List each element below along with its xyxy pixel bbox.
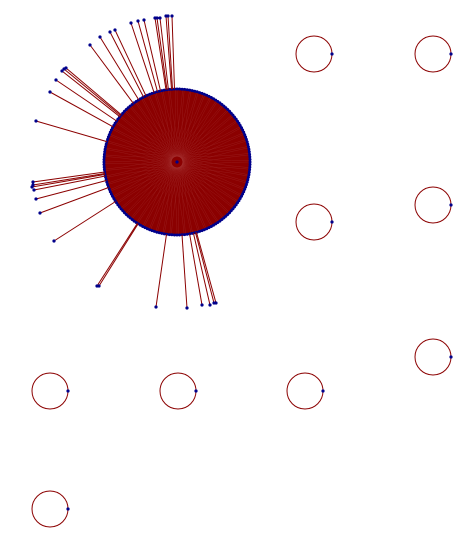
self-loop-node-dot — [449, 355, 453, 359]
leaf-edge — [137, 20, 158, 92]
leaf-edges — [31, 15, 217, 309]
leaf-node — [214, 301, 218, 305]
leaf-node — [136, 19, 140, 23]
leaf-edge — [32, 171, 105, 183]
leaf-edge — [114, 29, 147, 97]
self-loop-node-dot — [194, 389, 198, 393]
self-loop-node — [414, 338, 453, 376]
leaf-node — [34, 197, 38, 201]
leaf-edge — [195, 232, 215, 304]
self-loop-node-dot — [449, 203, 453, 207]
self-loop-edge — [31, 490, 69, 528]
self-loop-node — [414, 35, 453, 73]
leaf-node — [166, 14, 170, 18]
leaf-edge — [35, 180, 107, 200]
leaf-node — [185, 306, 189, 310]
leaf-edge — [96, 223, 138, 287]
leaf-edge — [32, 173, 105, 186]
self-loop-edge — [31, 372, 69, 410]
leaf-node — [154, 305, 158, 309]
leaf-node — [129, 21, 133, 25]
leaf-node — [60, 69, 64, 73]
self-loop-node-dot — [66, 507, 70, 511]
self-loop-edge — [414, 35, 452, 73]
leaf-edge — [39, 187, 109, 214]
hub-node-cluster — [102, 87, 252, 237]
self-loop-node — [31, 372, 70, 410]
leaf-edge — [154, 17, 167, 90]
hub-center-node — [175, 160, 179, 164]
leaf-node — [31, 180, 35, 184]
hub-edge — [110, 154, 250, 192]
self-loop-node-dot — [66, 389, 70, 393]
leaf-node — [30, 185, 34, 189]
leaf-node — [97, 284, 101, 288]
leaf-node — [113, 28, 117, 32]
self-loop-edge — [295, 35, 333, 73]
leaf-edge — [55, 79, 117, 122]
self-loop-nodes — [31, 35, 453, 528]
leaf-edge — [99, 36, 140, 101]
leaf-node — [32, 188, 36, 192]
self-loop-node — [286, 372, 325, 410]
self-loop-node — [295, 35, 334, 73]
leaf-edge — [171, 15, 175, 90]
leaf-edge — [65, 67, 122, 116]
leaf-edge — [155, 234, 167, 308]
self-loop-node — [31, 490, 70, 528]
leaf-edge — [130, 22, 155, 93]
leaf-edge — [31, 173, 106, 188]
leaf-edge — [192, 232, 211, 306]
leaf-edge — [167, 15, 173, 90]
self-loop-node — [295, 203, 334, 241]
leaf-node — [108, 30, 112, 34]
self-loop-node — [414, 186, 453, 224]
leaf-node — [155, 16, 159, 20]
leaf-edge — [98, 223, 139, 287]
self-loop-node-dot — [321, 389, 325, 393]
self-loop-edge — [414, 338, 452, 376]
hub-rim — [103, 88, 251, 236]
leaf-edge — [35, 120, 108, 143]
self-loop-node-dot — [449, 52, 453, 56]
leaf-node — [54, 78, 58, 82]
leaf-node — [200, 303, 204, 307]
leaf-edge — [61, 70, 121, 118]
leaf-edge — [63, 68, 121, 116]
leaf-node — [34, 119, 38, 123]
self-loop-edge — [295, 203, 333, 241]
self-loop-node-dot — [330, 220, 334, 224]
self-loop-edge — [159, 372, 197, 410]
leaf-node — [64, 66, 68, 70]
leaf-edge — [165, 15, 172, 90]
leaf-edge — [156, 17, 168, 90]
leaf-node — [48, 90, 52, 94]
self-loop-node — [159, 372, 198, 410]
leaf-edge — [53, 201, 116, 242]
leaf-nodes — [30, 14, 218, 310]
leaf-edge — [143, 19, 161, 92]
self-loop-node-dot — [330, 52, 334, 56]
hub-edge-texture — [104, 89, 250, 235]
leaf-edge — [33, 175, 106, 191]
leaf-node — [142, 18, 146, 22]
leaf-node — [52, 239, 56, 243]
leaf-node — [38, 211, 42, 215]
leaf-edge — [181, 234, 188, 309]
self-loop-edge — [414, 186, 452, 224]
self-loop-edge — [286, 372, 324, 410]
leaf-edge — [49, 91, 114, 128]
leaf-edge — [159, 17, 169, 90]
leaf-edge — [89, 44, 134, 104]
leaf-node — [88, 43, 92, 47]
leaf-node — [98, 35, 102, 39]
leaf-edge — [196, 232, 217, 304]
leaf-edge — [109, 31, 145, 98]
leaf-node — [170, 14, 174, 18]
leaf-edge — [189, 233, 203, 306]
leaf-node — [208, 303, 212, 307]
leaf-node — [158, 16, 162, 20]
